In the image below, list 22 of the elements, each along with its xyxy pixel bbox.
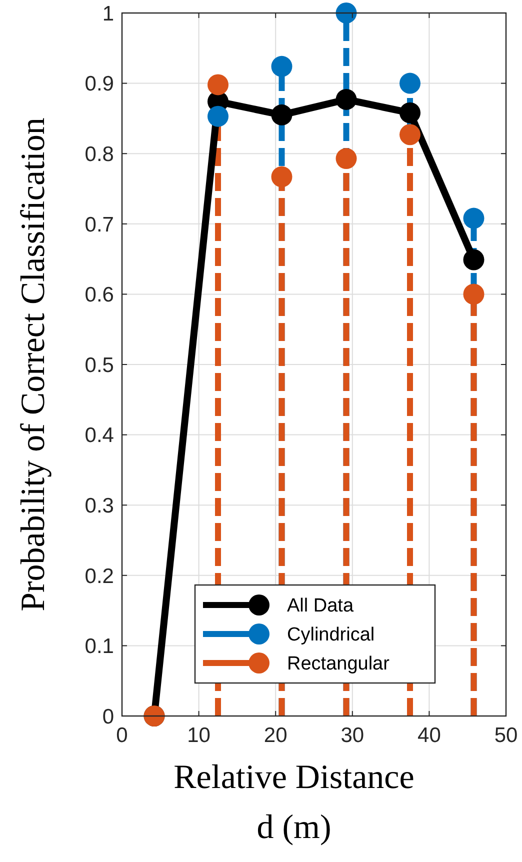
legend-label: Rectangular: [287, 654, 390, 675]
y-axis-title: Probability of Correct Classification: [15, 118, 52, 612]
legend-label: All Data: [287, 596, 354, 617]
y-tick-label: 0.8: [84, 142, 114, 166]
y-tick-label: 0.7: [84, 213, 114, 236]
y-tick-label: 0.5: [84, 354, 114, 377]
legend-label: Cylindrical: [287, 624, 375, 646]
y-tick-label: 0: [102, 705, 114, 728]
x-axis-title: Relative Distance d (m): [174, 759, 414, 846]
y-tick-label: 0.3: [84, 494, 114, 518]
x-tick-label: 40: [418, 724, 441, 747]
y-tick-label: 1: [102, 2, 114, 26]
x-tick-label: 10: [187, 724, 210, 747]
y-tick-label: 0.1: [84, 635, 114, 658]
y-tick-label: 0.9: [84, 72, 114, 96]
x-tick-label: 0: [116, 724, 128, 747]
x-tick-label: 30: [340, 724, 364, 747]
y-tick-label: 0.2: [84, 564, 114, 588]
y-tick-label: 0.6: [84, 284, 114, 307]
x-tick-label: 50: [494, 724, 518, 747]
x-tick-label: 20: [264, 724, 288, 747]
y-tick-label: 0.4: [84, 424, 114, 448]
